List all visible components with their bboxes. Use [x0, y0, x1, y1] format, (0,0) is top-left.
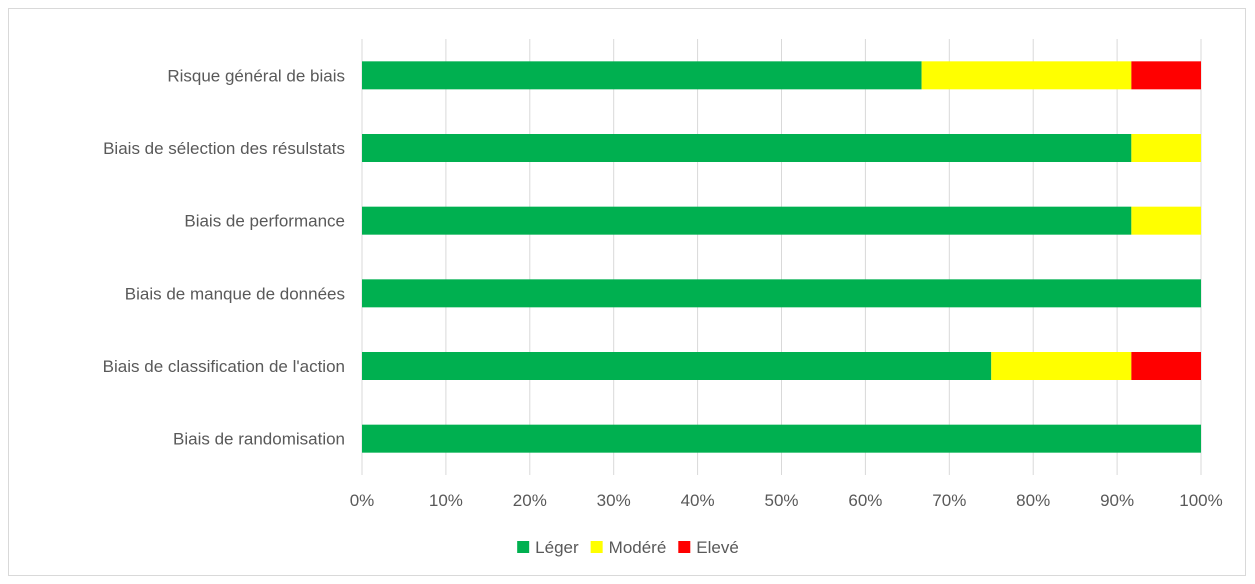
chart-frame: Risque général de biais Biais de sélectio… [8, 8, 1246, 576]
bar-segment [362, 61, 922, 90]
x-tick-label: 90% [1100, 491, 1134, 510]
x-tick-label: 70% [932, 491, 966, 510]
x-tick-labels: 0% 10% 20% 30% 40% 50% 60% 70% 80% 90% 100% [350, 491, 1223, 510]
legend-swatch [517, 541, 530, 553]
x-tick-label: 80% [1016, 491, 1050, 510]
grid-layer [361, 39, 1202, 475]
stacked-bar-chart: Risque général de biais Biais de sélectio… [103, 39, 1223, 557]
legend-label: Elevé [696, 538, 739, 557]
legend-label: Modéré [609, 538, 667, 557]
legend-label: Léger [535, 538, 579, 557]
bar-segment [1131, 206, 1201, 235]
x-tick-label: 60% [848, 491, 882, 510]
x-tick-label: 50% [764, 491, 798, 510]
x-tick-label: 10% [429, 491, 463, 510]
legend: Léger Modéré Elevé [517, 538, 739, 557]
bar-segment [362, 134, 1132, 162]
category-label: Biais de sélection des résulstats [103, 139, 345, 158]
legend-swatch [678, 541, 691, 553]
x-tick-label: 40% [681, 491, 715, 510]
bar-segment [1131, 134, 1201, 162]
bar-segment [362, 352, 992, 380]
category-label: Risque général de biais [167, 66, 345, 85]
category-label: Biais de manque de données [125, 284, 345, 303]
x-tick-label: 20% [513, 491, 547, 510]
legend-swatch [590, 541, 603, 553]
bar-segment [921, 61, 1132, 90]
x-tick-label: 30% [597, 491, 631, 510]
bar-segment [1131, 352, 1201, 380]
bar-layer [362, 61, 1201, 453]
bar-segment [362, 279, 1201, 308]
bar-segment [362, 206, 1132, 235]
bar-segment [1131, 61, 1201, 90]
category-label: Biais de randomisation [173, 430, 345, 449]
x-tick-label: 100% [1179, 491, 1222, 510]
category-label: Biais de performance [184, 212, 345, 231]
category-labels: Risque général de biais Biais de sélectio… [103, 66, 345, 448]
bar-segment [991, 352, 1132, 380]
bar-segment [362, 424, 1201, 453]
category-label: Biais de classification de l'action [103, 357, 345, 376]
x-tick-label: 0% [350, 491, 375, 510]
